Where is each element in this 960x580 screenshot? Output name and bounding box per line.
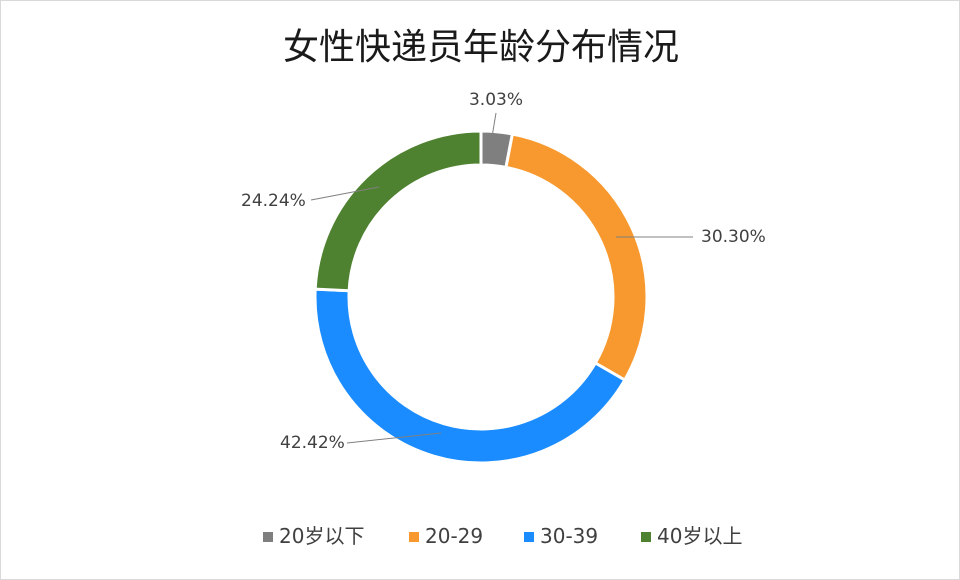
legend-swatch-4 bbox=[641, 532, 651, 542]
data-label-3: 42.42% bbox=[280, 433, 345, 453]
legend-label-4: 40岁以上 bbox=[657, 524, 742, 548]
data-label-4: 24.24% bbox=[241, 191, 306, 211]
data-label-2: 30.30% bbox=[701, 227, 766, 247]
chart-title: 女性快递员年龄分布情况 bbox=[283, 27, 679, 68]
donut-slices bbox=[313, 129, 649, 465]
donut-slice-3 bbox=[313, 287, 627, 465]
legend-item-2: 20-29 bbox=[409, 524, 483, 548]
leader-lines bbox=[310, 112, 693, 444]
legend-item-3: 30-39 bbox=[524, 524, 598, 548]
legend-item-4: 40岁以上 bbox=[641, 524, 742, 548]
donut-slice-4 bbox=[313, 129, 483, 293]
data-labels: 3.03% 30.30% 42.42% 24.24% bbox=[241, 90, 766, 453]
legend-swatch-2 bbox=[409, 532, 419, 542]
donut-slice-2 bbox=[504, 132, 649, 383]
legend-swatch-1 bbox=[263, 532, 273, 542]
legend-item-1: 20岁以下 bbox=[263, 524, 364, 548]
leader-line-1 bbox=[490, 112, 497, 144]
legend-label-1: 20岁以下 bbox=[279, 524, 364, 548]
data-label-1: 3.03% bbox=[469, 90, 523, 110]
legend: 20岁以下 20-29 30-39 40岁以上 bbox=[263, 524, 742, 548]
leader-line-3 bbox=[346, 432, 442, 444]
legend-label-3: 30-39 bbox=[540, 524, 598, 548]
legend-swatch-3 bbox=[524, 532, 534, 542]
leader-line-4 bbox=[310, 186, 380, 201]
legend-label-2: 20-29 bbox=[425, 524, 483, 548]
